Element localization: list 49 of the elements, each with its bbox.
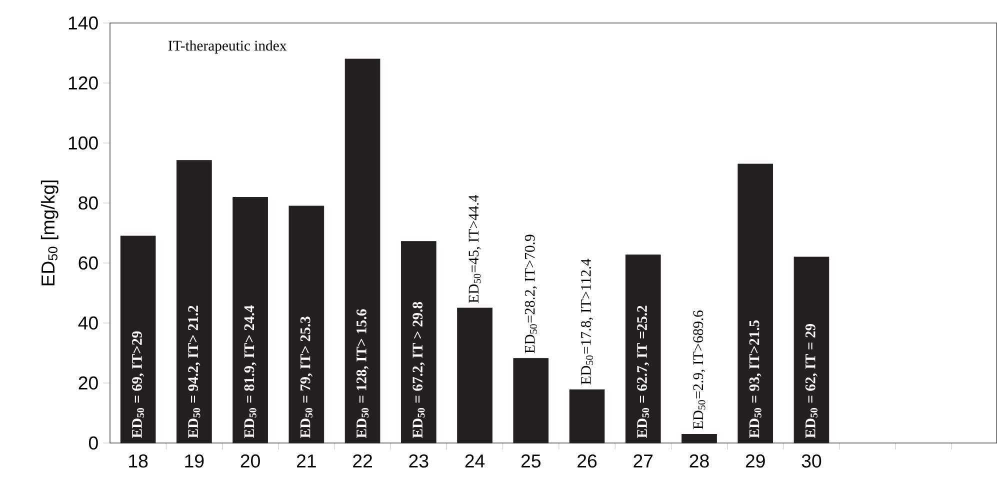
x-tick-label: 20 [240,454,260,468]
data-label: ED$_{50}$=2.9, IT>689.6 [693,310,706,430]
data-label: ED$_{50}$ = 93, IT>21.5 [749,320,762,438]
annotation: IT-therapeutic index [168,40,287,54]
y-tick-label: 140 [68,16,98,30]
x-tick-label: 30 [802,454,822,468]
data-label: ED$_{50}$ = 69, IT>29 [132,331,144,438]
bar [176,160,212,444]
bar [344,58,380,444]
bar [682,434,717,444]
x-tick-label: 29 [746,454,765,468]
bar [400,241,436,444]
data-label: ED$_{50}$ = 62, IT = 29 [805,324,818,438]
y-tick-label: 40 [78,316,98,330]
data-label: ED$_{50}$ = 79, IT> 25.3 [300,316,312,438]
data-label: ED$_{50}$ = 67.2, IT > 29.8 [412,302,425,438]
y-axis-title: ED$_{50}$ [mg/kg] [40,180,58,286]
bar [120,236,156,444]
x-tick-label: 26 [578,454,597,468]
data-label: ED$_{50}$ = 94.2, IT> 21.2 [188,306,200,438]
y-tick-label: 20 [78,376,98,390]
bar [794,256,830,444]
x-tick-label: 28 [690,454,709,468]
data-label: ED$_{50}$=17.8, IT>112.4 [580,258,594,384]
bar [569,389,605,444]
bar [232,197,268,444]
x-tick-label: 21 [296,454,316,468]
x-tick-label: 24 [465,454,485,468]
data-label: ED$_{50}$=28.2, IT>70.9 [524,234,537,354]
data-label: ED$_{50}$ = 81.9, IT> 24.4 [244,305,256,438]
data-label: ED$_{50}$ = 62.7, IT =25.2 [637,306,650,438]
x-tick-label: 23 [409,454,428,468]
x-tick-label: 25 [521,454,540,468]
bar [625,254,661,444]
data-label: ED$_{50}$ = 128, IT> 15.6 [356,309,369,438]
y-tick-label: 60 [78,256,98,270]
bar [457,308,492,444]
y-tick-label: 100 [68,136,98,150]
bar [738,164,774,444]
y-tick-label: 120 [68,76,98,90]
x-tick-label: 27 [634,454,653,468]
y-tick-label: 0 [88,436,98,450]
bar [288,206,324,444]
y-tick-label: 80 [78,196,98,210]
x-tick-label: 19 [185,454,204,468]
bar [513,358,549,444]
x-tick-label: 22 [353,454,372,468]
x-tick-label: 18 [129,454,148,468]
data-label: ED$_{50}$=45, IT>44.4 [468,194,481,303]
